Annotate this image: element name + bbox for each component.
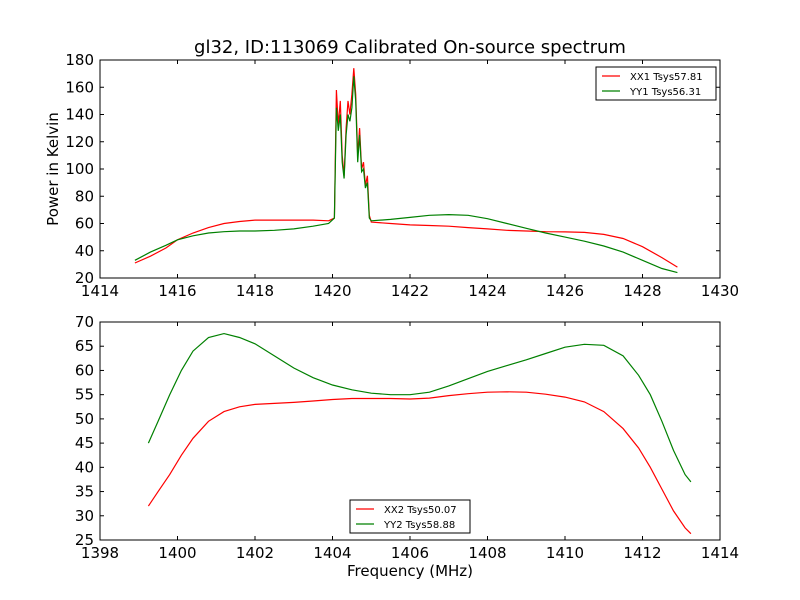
legend-entry: XX1 Tsys57.81 xyxy=(630,72,703,83)
x-tick-label: 1412 xyxy=(623,544,661,562)
y-tick-label: 70 xyxy=(75,313,94,331)
y-tick-label: 45 xyxy=(75,434,94,452)
legend: XX2 Tsys50.07 YY2 Tsys58.88 xyxy=(349,499,471,534)
y-tick-label: 120 xyxy=(65,133,94,151)
legend-entry: XX2 Tsys50.07 xyxy=(384,505,457,516)
y-tick-label: 180 xyxy=(65,51,94,69)
y-axis-label: Power in Kelvin xyxy=(44,112,62,226)
x-tick-label: 1418 xyxy=(236,282,274,300)
legend: XX1 Tsys57.81 YY1 Tsys56.31 xyxy=(595,66,717,101)
legend-box xyxy=(595,66,717,101)
x-tick-label: 1410 xyxy=(546,544,584,562)
x-tick-label: 1408 xyxy=(468,544,506,562)
x-tick-label: 1404 xyxy=(313,544,351,562)
x-tick-label: 1414 xyxy=(81,282,119,300)
x-tick-label: 1402 xyxy=(236,544,274,562)
series-line-2-2 xyxy=(147,332,692,483)
figure-title: gl32, ID:113069 Calibrated On-source spe… xyxy=(194,37,626,58)
y-tick-label: 30 xyxy=(75,507,94,525)
x-tick-label: 1424 xyxy=(468,282,506,300)
x-axis-label: Frequency (MHz) xyxy=(347,562,473,580)
y-tick-label: 80 xyxy=(75,187,94,205)
x-tick-label: 1430 xyxy=(701,282,739,300)
x-tick-label: 1400 xyxy=(158,544,196,562)
x-tick-label: 1414 xyxy=(701,544,739,562)
x-tick-label: 1406 xyxy=(391,544,429,562)
y-tick-label: 140 xyxy=(65,106,94,124)
x-tick-label: 1398 xyxy=(81,544,119,562)
y-tick-label: 160 xyxy=(65,78,94,96)
y-tick-label: 60 xyxy=(75,361,94,379)
x-tick-label: 1420 xyxy=(313,282,351,300)
y-tick-label: 55 xyxy=(75,386,94,404)
legend-entry: YY2 Tsys58.88 xyxy=(383,520,455,531)
panel-2: 1398 1400 1402 1404 1406 1408 1410 1412 1414 25 30… xyxy=(75,313,739,580)
legend-entry: YY1 Tsys56.31 xyxy=(629,87,701,98)
panel-1: 1414 1416 1418 1420 1422 1424 1426 1428 1430 20 40… xyxy=(44,51,739,300)
x-tick-label: 1426 xyxy=(546,282,584,300)
legend-box xyxy=(349,499,471,534)
y-tick-label: 65 xyxy=(75,337,94,355)
y-tick-label: 40 xyxy=(75,458,94,476)
y-tick-label: 20 xyxy=(75,269,94,287)
y-tick-label: 50 xyxy=(75,410,94,428)
x-tick-label: 1428 xyxy=(623,282,661,300)
y-tick-label: 60 xyxy=(75,215,94,233)
y-tick-label: 35 xyxy=(75,483,94,501)
x-tick-label: 1416 xyxy=(158,282,196,300)
series-line-1-2 xyxy=(134,76,678,274)
series-line-2-1 xyxy=(147,391,692,535)
y-tick-label: 100 xyxy=(65,160,94,178)
y-tick-label: 40 xyxy=(75,242,94,260)
y-tick-label: 25 xyxy=(75,531,94,549)
x-tick-label: 1422 xyxy=(391,282,429,300)
